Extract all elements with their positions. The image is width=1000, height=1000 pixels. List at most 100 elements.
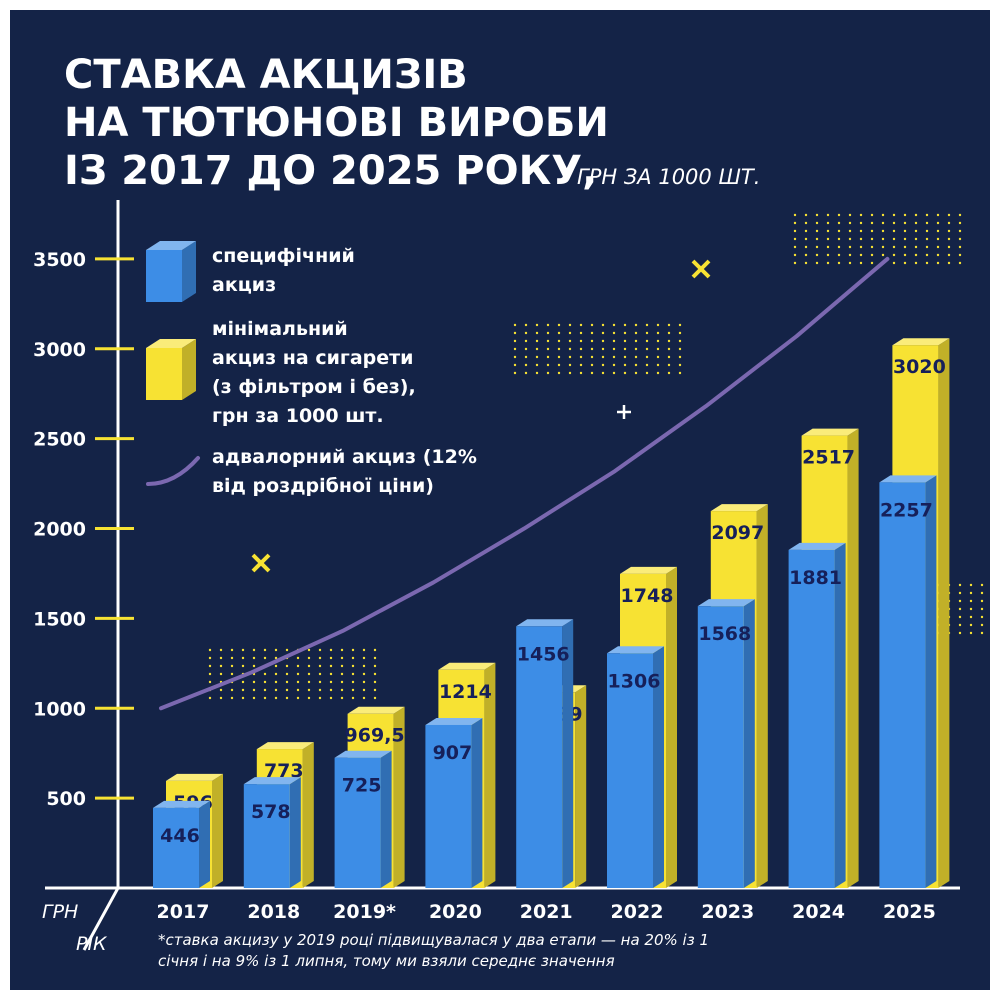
decor-dot (241, 664, 245, 668)
decor-dot (623, 371, 627, 375)
decor-dot (318, 656, 322, 660)
decor-dot (793, 213, 797, 217)
x-tick-label: 2017 (157, 901, 210, 923)
decor-dot (263, 648, 267, 652)
decor-dot (958, 213, 962, 217)
decor-dot (980, 615, 984, 619)
y-tick-label: 3000 (33, 339, 86, 361)
decor-dot (340, 696, 344, 700)
decor-dot (601, 355, 605, 359)
decor-dot (848, 213, 852, 217)
decor-dot (837, 229, 841, 233)
decor-dot (546, 363, 550, 367)
decor-dot (568, 363, 572, 367)
legend-swatch (146, 250, 182, 302)
decor-dot (645, 371, 649, 375)
decor-dot (296, 680, 300, 684)
decor-dot (524, 339, 528, 343)
line-series (159, 256, 890, 711)
bar-side (562, 619, 574, 888)
decor-dot (329, 696, 333, 700)
decor-dot (815, 221, 819, 225)
value-label: 1306 (608, 670, 661, 692)
bar-top (166, 773, 223, 781)
decor-dot (793, 229, 797, 233)
decor-dot (678, 371, 682, 375)
decor-dot (524, 355, 528, 359)
value-label: 1881 (789, 567, 842, 589)
bar-top (438, 662, 496, 670)
decor-dot (903, 213, 907, 217)
decor-dot (623, 323, 627, 327)
decor-dot (793, 237, 797, 241)
decor-dot (318, 648, 322, 652)
decor-dot (601, 331, 605, 335)
decor-dot (958, 221, 962, 225)
decor-dot (623, 355, 627, 359)
decor-dot (870, 245, 874, 249)
decor-dot (362, 648, 366, 652)
decor-dot (590, 323, 594, 327)
decor-dot (274, 688, 278, 692)
decor-dot (793, 253, 797, 257)
legend-line (146, 456, 200, 486)
bar-top (153, 800, 210, 808)
decor-dots (208, 213, 984, 700)
decor-dot (296, 664, 300, 668)
decor-dot (351, 696, 355, 700)
decor-dot (969, 583, 973, 587)
decor-dot (340, 680, 344, 684)
decor-dot (612, 371, 616, 375)
bar-side (380, 750, 392, 888)
decor-dot (579, 323, 583, 327)
decor-dot (634, 355, 638, 359)
decor-dot (958, 599, 962, 603)
decor-dot (362, 688, 366, 692)
decor-dot (925, 213, 929, 217)
decor-dot (958, 623, 962, 627)
decor-dot (645, 355, 649, 359)
decor-dot (590, 339, 594, 343)
decor-dot (307, 664, 311, 668)
decor-dot (285, 648, 289, 652)
decor-dot (296, 696, 300, 700)
decor-dot (936, 261, 940, 265)
decor-dot (579, 371, 583, 375)
decor-dot (947, 261, 951, 265)
legend-top (146, 339, 196, 348)
decor-dot (815, 229, 819, 233)
bar (697, 606, 744, 888)
decor-dot (230, 672, 234, 676)
value-label: 907 (433, 742, 473, 764)
decor-dot (634, 363, 638, 367)
decor-dot (903, 221, 907, 225)
decor-dot (362, 680, 366, 684)
decor-dot (535, 339, 539, 343)
decor-dot (815, 245, 819, 249)
decor-dot (601, 363, 605, 367)
decor-dot (208, 696, 212, 700)
decor-cross (251, 259, 711, 573)
decor-dot (837, 261, 841, 265)
decor-dot (815, 253, 819, 257)
value-label: 1214 (439, 681, 492, 703)
decor-dot (524, 371, 528, 375)
decor-dot (969, 599, 973, 603)
decor-dot (678, 331, 682, 335)
title-line: НА ТЮТЮНОВІ ВИРОБИ (64, 100, 609, 146)
value-label: 1568 (698, 623, 751, 645)
decor-dot (914, 253, 918, 257)
bar-top (347, 706, 405, 714)
decor-dot (936, 245, 940, 249)
decor-dot (903, 237, 907, 241)
decor-dot (969, 591, 973, 595)
decor-dot (903, 245, 907, 249)
decor-dot (804, 221, 808, 225)
decor-dot (958, 253, 962, 257)
decor-dot (568, 339, 572, 343)
subtitle: ГРН ЗА 1000 ШТ. (577, 165, 760, 189)
decor-dot (307, 656, 311, 660)
decor-dot (656, 355, 660, 359)
